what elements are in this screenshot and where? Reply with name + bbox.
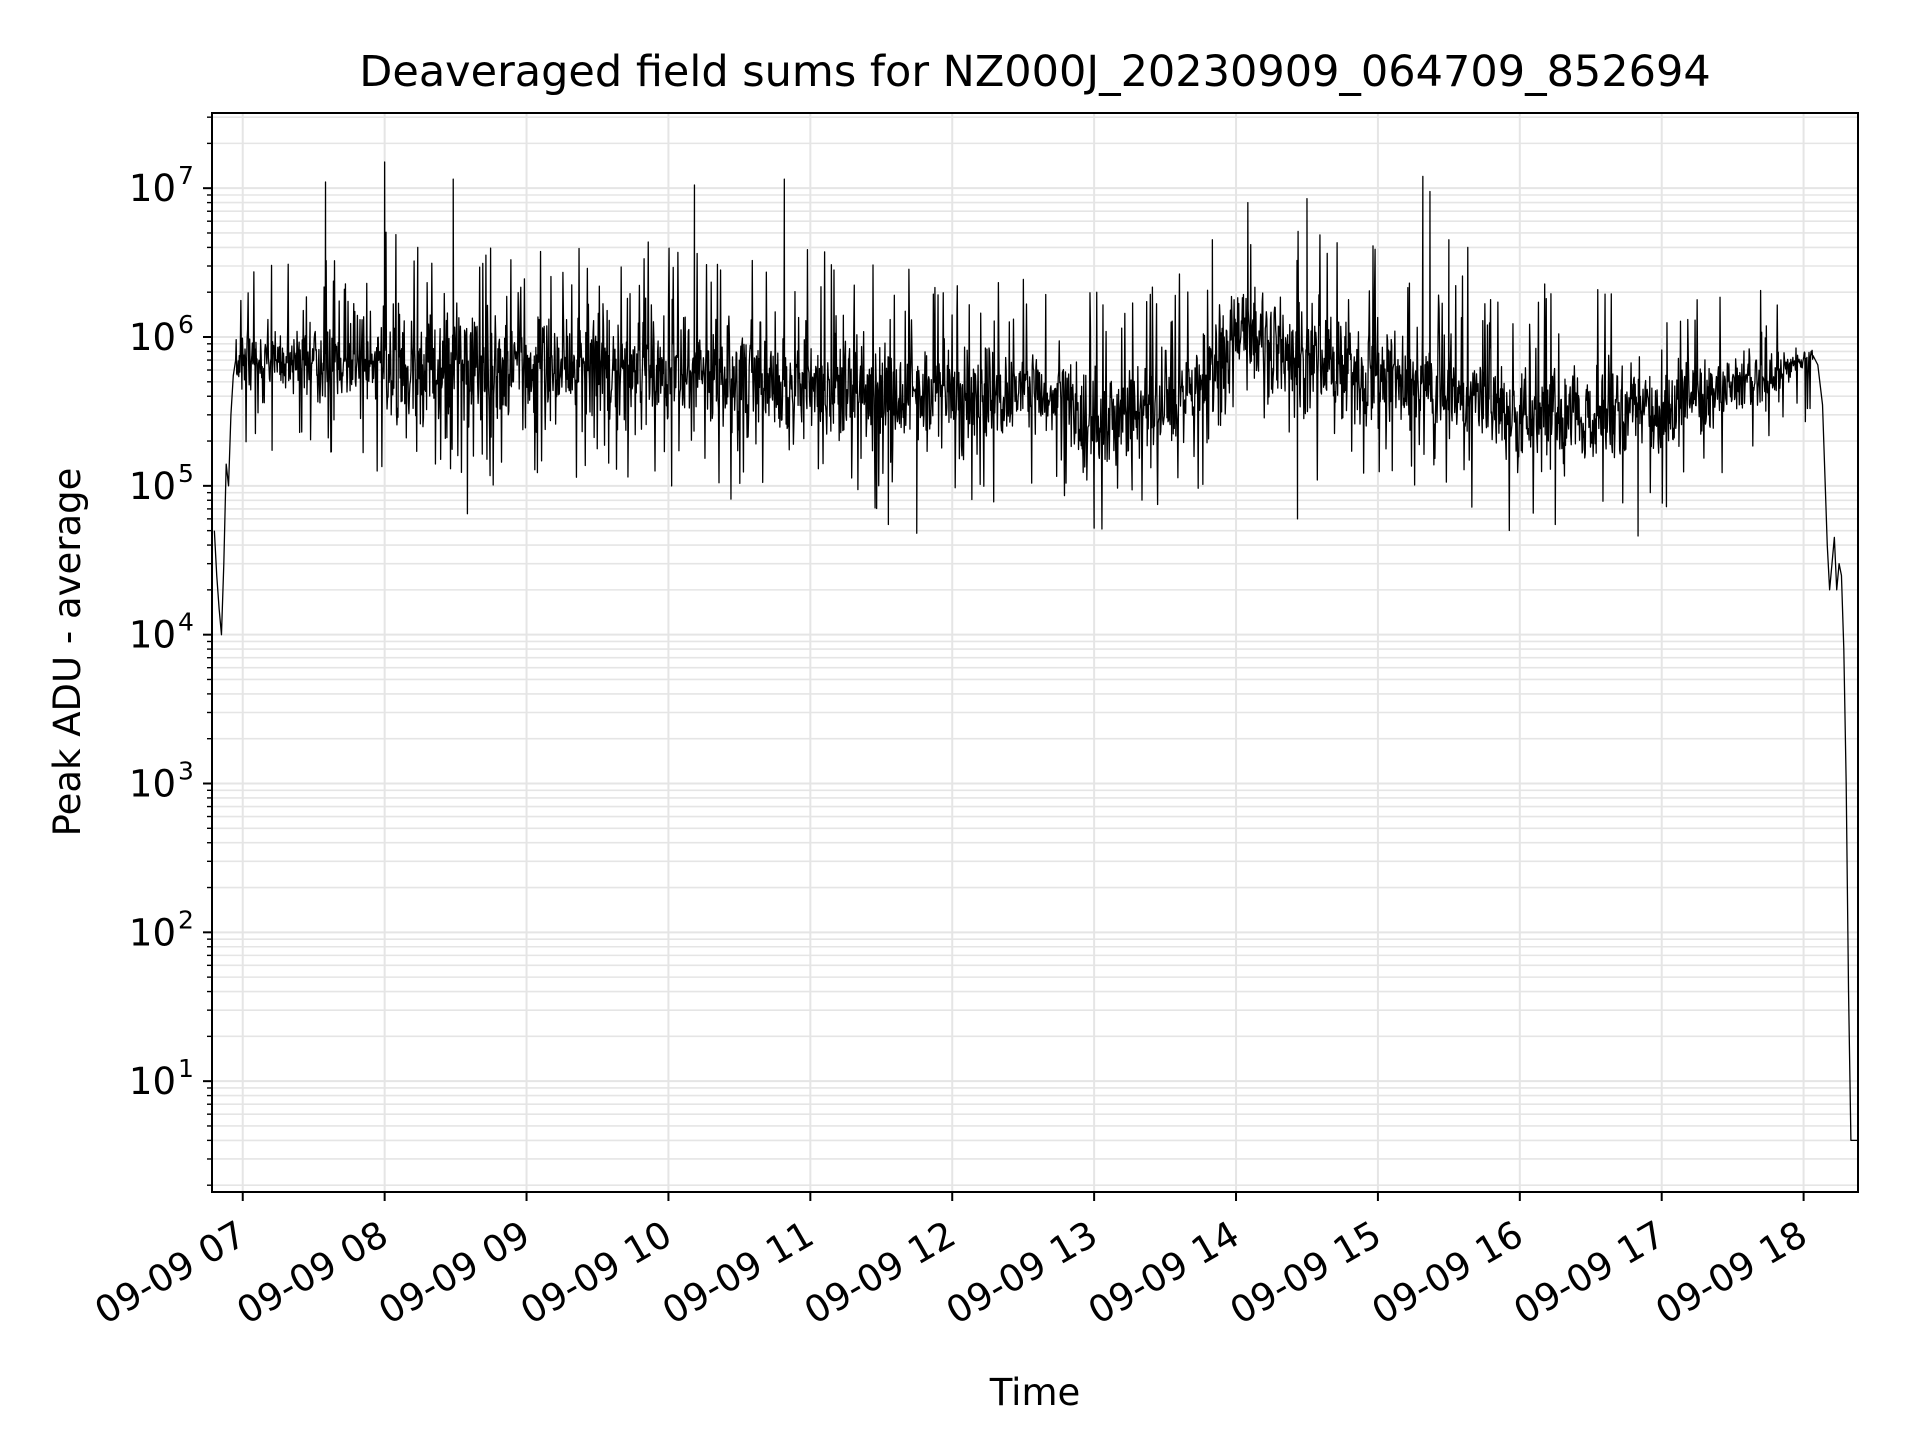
y-tick-label: 10 <box>129 763 176 806</box>
y-tick-label-exponent: 1 <box>178 1054 194 1083</box>
y-tick-label: 10 <box>129 465 176 508</box>
y-tick-label: 10 <box>129 614 176 657</box>
y-tick-label-exponent: 2 <box>178 905 194 934</box>
y-tick-label: 10 <box>129 1060 176 1103</box>
y-tick-label-exponent: 3 <box>178 757 194 786</box>
y-tick-label: 10 <box>129 167 176 210</box>
series-line <box>213 161 1858 1142</box>
x-axis-label: Time <box>989 1371 1081 1414</box>
chart-title: Deaveraged field sums for NZ000J_2023090… <box>359 47 1710 97</box>
y-tick-label: 10 <box>129 911 176 954</box>
y-tick-label: 10 <box>129 316 176 359</box>
plot-frame <box>211 112 1859 1193</box>
data-series <box>213 161 1858 1142</box>
y-tick-label-exponent: 5 <box>178 459 194 488</box>
y-tick-label-exponent: 4 <box>178 608 194 637</box>
y-tick-label-exponent: 7 <box>178 161 194 190</box>
grid-lines <box>212 113 1858 1192</box>
y-tick-label-exponent: 6 <box>178 310 194 339</box>
y-axis-label: Peak ADU - average <box>46 468 89 837</box>
